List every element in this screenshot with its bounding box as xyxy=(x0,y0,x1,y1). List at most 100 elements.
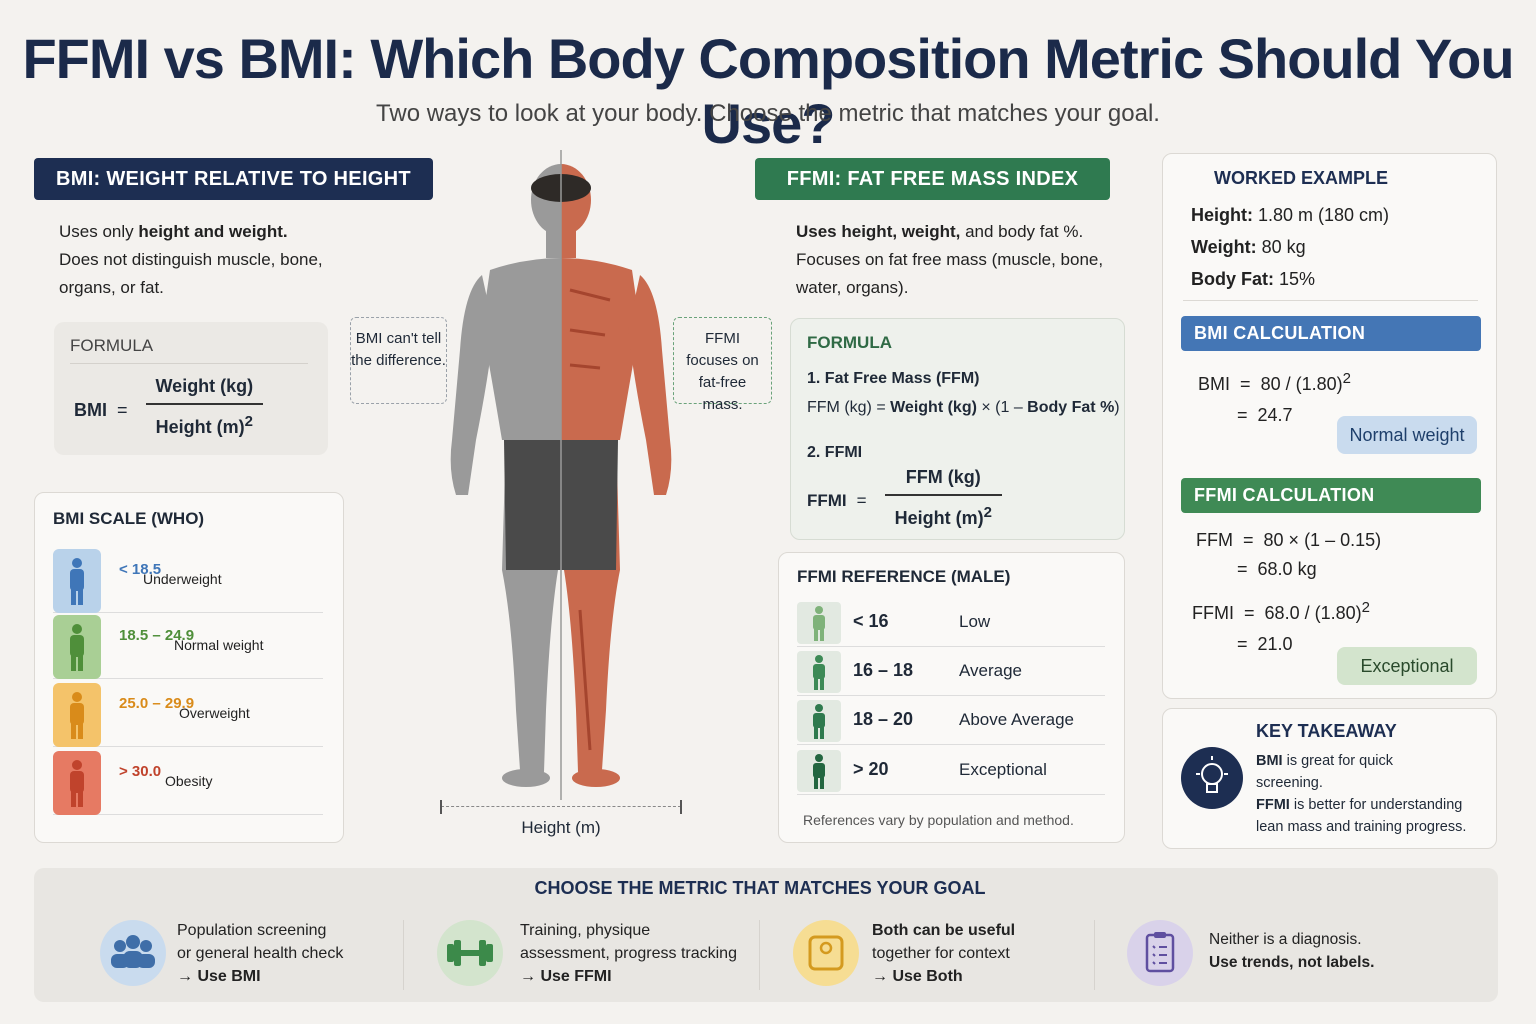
ffmi-calc-line2: = 21.0 xyxy=(1237,634,1293,655)
goal-line: assessment, progress tracking xyxy=(520,945,737,962)
goal-bar: CHOOSE THE METRIC THAT MATCHES YOUR GOAL… xyxy=(34,868,1498,1002)
lhs: FFM xyxy=(1196,530,1233,550)
eq-part: × (1 – xyxy=(976,399,1028,416)
value: 15% xyxy=(1274,269,1316,289)
ffmi-desc-line: water, organs). xyxy=(796,278,909,297)
divider xyxy=(70,363,308,364)
ffmi-formula: FFMI = FFM (kg) Height (m)2 xyxy=(807,467,1002,529)
formula-lhs: BMI xyxy=(74,399,107,420)
formula-den-text: Height (m) xyxy=(894,508,984,528)
text: is better for understanding xyxy=(1289,797,1463,813)
worked-example-title: WORKED EXAMPLE xyxy=(1214,168,1389,188)
person-icon xyxy=(797,700,841,742)
height-dimension-line xyxy=(441,806,681,807)
exponent: 2 xyxy=(1342,370,1351,387)
rhs: 68.0 kg xyxy=(1257,559,1317,579)
bmi-description: Uses only height and weight. Does not di… xyxy=(59,218,359,302)
eq: = xyxy=(1237,634,1248,654)
bmi-category: Normal weight xyxy=(174,637,264,653)
bmi-range: < 18.5 xyxy=(119,561,162,578)
clipboard-checklist-icon xyxy=(1127,920,1193,986)
ffm-calc-line1: FFM = 80 × (1 – 0.15) xyxy=(1196,530,1381,551)
goal-recommendation: → Use Both xyxy=(872,968,963,985)
eq-part: Body Fat % xyxy=(1027,399,1115,416)
ffmi-desc-text: and body fat %. xyxy=(960,222,1084,241)
bmi-range: 18.5 – 24.9 xyxy=(119,627,195,644)
bmi-scale-row: < 18.5 Underweight xyxy=(53,549,323,613)
eq-part: FFM (kg) = xyxy=(807,399,891,416)
person-icon xyxy=(797,651,841,693)
ffmi-category: Above Average xyxy=(959,710,1074,729)
bmi-category: Overweight xyxy=(179,705,250,721)
person-icon xyxy=(797,602,841,644)
key-takeaway-text: BMI is great for quick screening. FFMI i… xyxy=(1256,750,1491,838)
lhs: BMI xyxy=(1198,374,1231,394)
bmi-desc-emphasis: height and weight. xyxy=(138,222,288,241)
rhs: 80 × (1 – 0.15) xyxy=(1263,530,1382,550)
eq-part: ) xyxy=(1114,399,1120,416)
bmi-scale-card: BMI SCALE (WHO) < 18.5 Underweight 18.5 – … xyxy=(34,492,344,843)
text: lean mass and training progress. xyxy=(1256,819,1467,835)
bmi-section-heading: BMI: WEIGHT RELATIVE TO HEIGHT xyxy=(34,158,433,200)
page-subtitle: Two ways to look at your body. Choose th… xyxy=(376,100,1160,127)
ffmi-range: 16 – 18 xyxy=(853,660,914,680)
emphasis: BMI xyxy=(1256,753,1283,769)
ffmi-result-badge: Exceptional xyxy=(1337,647,1477,685)
bmi-desc-text: Uses only xyxy=(59,222,139,241)
formula-denominator: Height (m)2 xyxy=(146,405,264,438)
height-label: Height (m) xyxy=(521,818,601,837)
bmi-calc-line2: = 24.7 xyxy=(1237,405,1293,426)
eq-part: Weight (kg) xyxy=(890,399,977,416)
ffmi-description: Uses height, weight, and body fat %. Foc… xyxy=(796,218,1116,302)
bmi-formula: BMI = Weight (kg) Height (m)2 xyxy=(74,376,264,438)
eq: = xyxy=(1240,374,1251,394)
ffmi-range: > 20 xyxy=(853,759,889,779)
ffm-step-title: 1. Fat Free Mass (FFM) xyxy=(807,370,980,387)
ffmi-reference-row: 16 – 18 Average xyxy=(797,648,1105,696)
scale-icon xyxy=(793,920,859,986)
goal-item-both: Both can be useful together for context … xyxy=(872,919,1015,988)
goal-line: Training, physique xyxy=(520,922,651,939)
goal-line: together for context xyxy=(872,945,1010,962)
goal-line: Use trends, not labels. xyxy=(1209,954,1375,971)
bmi-range: > 30.0 xyxy=(119,763,162,780)
ffmi-reference-row: < 16 Low xyxy=(797,599,1105,647)
key-takeaway-card: KEY TAKEAWAY BMI is great for quick scre… xyxy=(1162,708,1497,849)
example-weight: Weight: 80 kg xyxy=(1191,237,1306,258)
ffmi-step-title: 2. FFMI xyxy=(807,444,863,461)
formula-den-text: Height (m) xyxy=(155,417,245,437)
ffmi-category: Exceptional xyxy=(959,760,1047,779)
label: Body Fat: xyxy=(1191,269,1274,289)
ffmi-category: Average xyxy=(959,661,1023,680)
body-illustration xyxy=(450,150,672,800)
bmi-category: Underweight xyxy=(143,571,222,587)
bmi-scale-title: BMI SCALE (WHO) xyxy=(53,509,205,528)
goal-recommendation: → Use BMI xyxy=(177,968,261,985)
ffmi-section-heading: FFMI: FAT FREE MASS INDEX xyxy=(755,158,1110,200)
bmi-desc-line: Does not distinguish muscle, bone, xyxy=(59,250,323,269)
ffmi-formula-card: FORMULA 1. Fat Free Mass (FFM) FFM (kg) … xyxy=(790,318,1125,540)
lightbulb-icon xyxy=(1181,747,1243,809)
formula-denominator: Height (m)2 xyxy=(885,496,1002,529)
ffmi-calc-line1: FFMI = 68.0 / (1.80)2 xyxy=(1192,599,1370,624)
example-height: Height: 1.80 m (180 cm) xyxy=(1191,205,1389,226)
ffmi-reference-row: 18 – 20 Above Average xyxy=(797,697,1105,745)
bmi-scale-row: > 30.0 Obesity xyxy=(53,751,323,815)
key-takeaway-title: KEY TAKEAWAY xyxy=(1256,721,1397,741)
divider xyxy=(1183,300,1478,301)
goal-item-ffmi: Training, physique assessment, progress … xyxy=(520,919,737,988)
people-group-icon xyxy=(100,920,166,986)
eq: = xyxy=(1237,405,1248,425)
person-icon xyxy=(53,683,101,747)
bmi-formula-label: FORMULA xyxy=(70,336,154,355)
person-icon xyxy=(797,750,841,792)
goal-recommendation: → Use FFMI xyxy=(520,968,612,985)
rhs: 24.7 xyxy=(1257,405,1293,425)
ffmi-category: Low xyxy=(959,612,991,631)
formula-equals: = xyxy=(117,399,128,420)
bmi-scale-row: 25.0 – 29.9 Overweight xyxy=(53,683,323,747)
exponent: 2 xyxy=(1361,599,1370,616)
callout-bmi: BMI can't tell the difference. xyxy=(350,317,447,404)
goal-bar-title: CHOOSE THE METRIC THAT MATCHES YOUR GOAL xyxy=(534,878,986,898)
person-icon xyxy=(53,549,101,613)
